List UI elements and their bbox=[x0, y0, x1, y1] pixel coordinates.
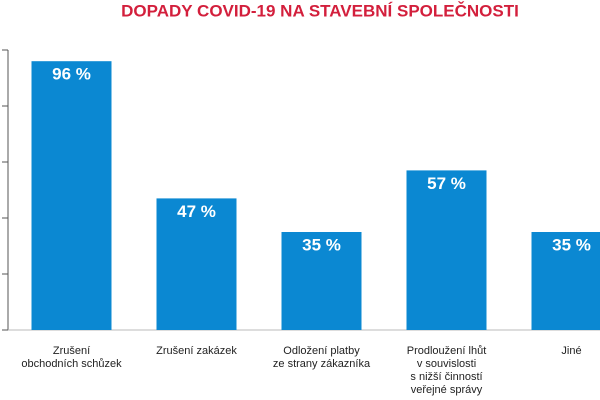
bar bbox=[156, 198, 237, 330]
value-label: 47 % bbox=[177, 202, 216, 221]
x-tick-label: Jiné bbox=[561, 345, 582, 357]
chart-title: DOPADY COVID-19 NA STAVEBNÍ SPOLEČNOSTI bbox=[121, 1, 519, 20]
bar bbox=[31, 61, 112, 330]
value-label: 96 % bbox=[52, 65, 91, 84]
x-tick-label: Zrušení obchodních schůzek bbox=[21, 345, 122, 370]
value-label: 35 % bbox=[552, 235, 591, 254]
x-tick-label: Zrušení zakázek bbox=[156, 345, 237, 357]
x-tick-label: Prodloužení lhůt v souvislosti s nižší č… bbox=[406, 345, 487, 396]
value-label: 57 % bbox=[427, 174, 466, 193]
bar bbox=[406, 170, 487, 330]
bar bbox=[531, 232, 600, 330]
value-label: 35 % bbox=[302, 235, 341, 254]
bar bbox=[281, 232, 362, 330]
x-tick-label: Odložení platby ze strany zákazníka bbox=[272, 345, 371, 370]
